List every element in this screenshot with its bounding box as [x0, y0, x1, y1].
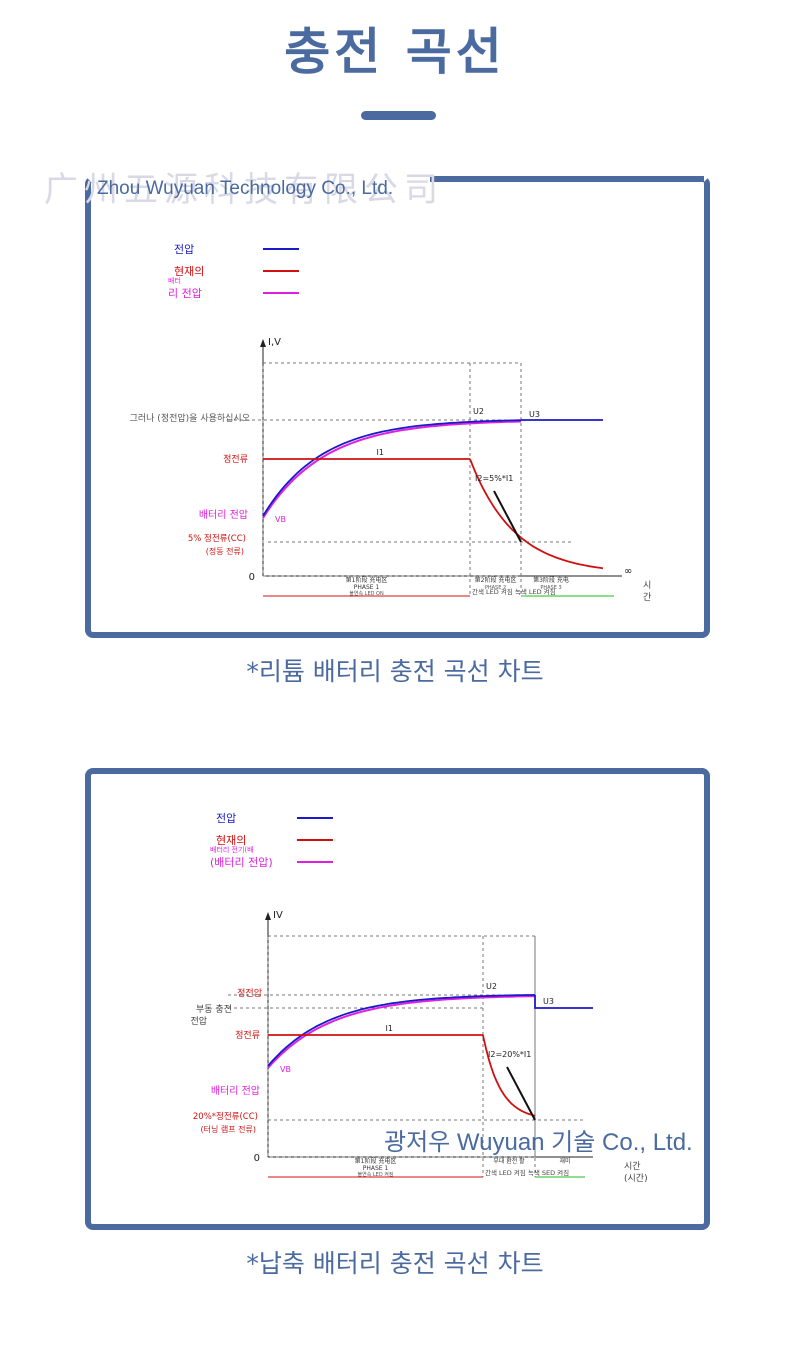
pct-current-sub-label: (터닝 램프 전류) [201, 1124, 257, 1134]
phase3-label: 재미 [559, 1157, 570, 1165]
watermark-top: Zhou Wuyuan Technology Co., Ltd. [97, 178, 394, 199]
y-axis-label: IV [273, 910, 283, 921]
chart-frame-2 [85, 768, 710, 1230]
battery-voltage-curve [262, 420, 522, 519]
current-decay-curve [469, 458, 604, 570]
watermark-faint-cn: 广州五源科技有限公司 [44, 171, 444, 209]
legend-label-small: 배터 [168, 276, 181, 285]
current-decay-curve [482, 1034, 536, 1117]
phase1-name: PHASE 1 [363, 1165, 389, 1172]
battery-voltage-label: 배터리 전압 [211, 1084, 260, 1097]
voltage-curve [267, 994, 536, 1067]
vb-label: VB [280, 1065, 291, 1074]
phase2-label: 第2阶段 充电区 [475, 576, 517, 584]
watermark-bottom: 광저우 Wuyuan 기술 Co., Ltd. [384, 1129, 693, 1156]
voltage-curve [262, 419, 522, 517]
phase3-label: 第3阶段 充电 [533, 576, 569, 584]
legend-label-small: 배터리 전기(배 [210, 845, 254, 854]
pct-current-label: 5% 정전류(CC) [188, 533, 246, 544]
title-underline [361, 111, 436, 120]
frame-top-segment-1 [430, 176, 704, 182]
i1-label: I1 [377, 448, 384, 457]
time-label: 시간 [624, 1161, 641, 1172]
phase1-led: 불연속 LED ON [349, 590, 384, 597]
y-axis-arrow [265, 912, 271, 920]
float-label: 부동 충전 [196, 1004, 232, 1015]
legend-label: 리 전압 [168, 287, 202, 300]
x-origin-label: 0 [254, 1153, 260, 1164]
phase1-name: PHASE 1 [354, 584, 380, 591]
u3-label: U3 [543, 997, 554, 1006]
legend-label: 현재의 [216, 834, 246, 847]
chart-frame-1 [85, 176, 710, 638]
i2-marker-line [493, 490, 522, 543]
u2-label: U2 [473, 407, 484, 416]
x-end-label: ∞ [624, 566, 632, 577]
cv-label: 그러나 (정전압)을 사용하십시오 [130, 412, 250, 424]
time-label-2: (시간) [624, 1173, 648, 1184]
pct-current-sub-label: (정동 전류) [206, 546, 244, 556]
time-label: 시 [643, 580, 651, 591]
legend-label: 전압 [216, 812, 236, 825]
voltage-tail [534, 995, 593, 1009]
phase2-name: PHASE 2 [485, 585, 506, 591]
i1-label: I1 [386, 1024, 393, 1033]
legend-label: 현재의 [174, 265, 204, 278]
u2-label: U2 [486, 982, 497, 991]
y-axis-label: I,V [268, 337, 281, 348]
cc-label: 정전류 [223, 454, 248, 465]
led-status-label: 간색 LED 켜짐 녹색 SED 켜짐 [485, 1168, 569, 1177]
x-origin-label: 0 [249, 572, 255, 583]
battery-voltage-curve [267, 995, 536, 1069]
phase1-label: 第1阶段 充电区 [355, 1157, 397, 1165]
led-status-label: 간색 LED 켜짐 녹색 LED 켜짐 [472, 587, 556, 596]
phase1-led: 불연속 LED 켜짐 [358, 1171, 394, 1178]
phase2-label: 부대 환전 활 [493, 1157, 525, 1165]
chart-caption-1: *리튬 배터리 충전 곡선 차트 [246, 657, 544, 686]
chart-caption-2: *납축 배터리 충전 곡선 차트 [246, 1249, 544, 1278]
phase3-name: PHASE 3 [540, 585, 561, 591]
dashed-box [267, 935, 536, 1158]
cc-label: 정전류 [235, 1030, 260, 1041]
pct-current-label: 20%*정전류(CC) [193, 1111, 258, 1122]
legend-label: (배터리 전압) [210, 856, 273, 869]
phase1-label: 第1阶段 充电区 [346, 576, 388, 584]
time-label-2: 간 [643, 592, 651, 603]
y-axis-arrow [260, 339, 266, 347]
u3-label: U3 [529, 410, 540, 419]
i2-label: I2=20%*I1 [488, 1050, 531, 1059]
i2-marker-line [506, 1066, 536, 1121]
battery-voltage-label: 배터리 전압 [199, 508, 248, 521]
legend-label: 전압 [174, 243, 194, 256]
vb-label: VB [275, 515, 286, 524]
i2-label: I2=5%*I1 [475, 474, 513, 483]
cv-label: 정전압 [237, 987, 262, 999]
float-label-2: 전압 [190, 1015, 207, 1027]
dashed-box [262, 362, 522, 577]
page-title: 충전 곡선 [284, 23, 506, 81]
